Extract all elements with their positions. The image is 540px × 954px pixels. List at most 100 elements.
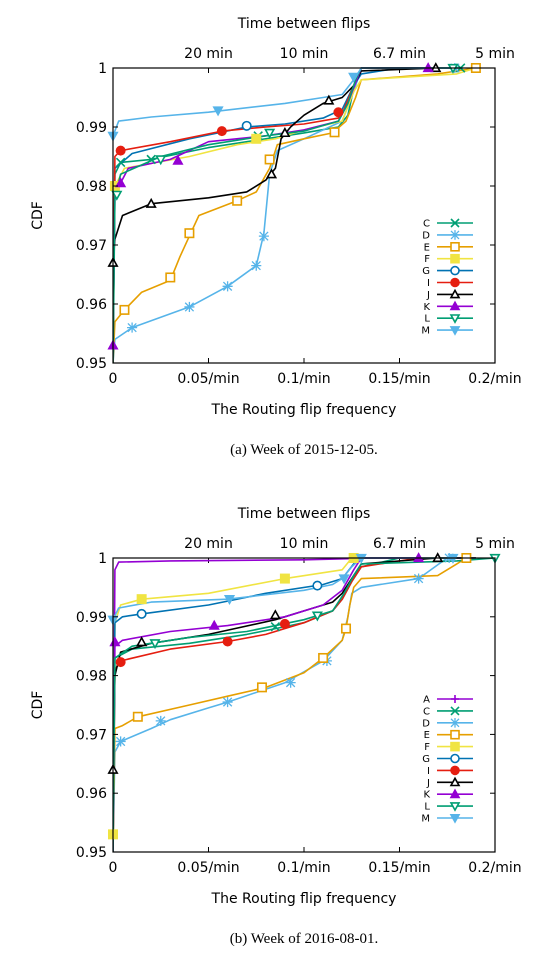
data-point-L <box>311 611 323 622</box>
x-tick-label: 0.15/min <box>368 860 430 876</box>
series-line-E <box>113 67 477 363</box>
data-point-M <box>338 574 350 585</box>
legend-marker <box>450 753 460 764</box>
data-point-E <box>232 195 243 206</box>
y-tick-label: 0.95 <box>76 356 107 372</box>
legend-label: M <box>421 326 430 337</box>
legend-marker <box>450 277 460 288</box>
legend-label: C <box>423 706 430 717</box>
series-line-J <box>113 557 476 770</box>
data-point-I <box>333 107 344 118</box>
legend-label: L <box>424 314 430 325</box>
y-tick-label: 0.98 <box>76 179 107 195</box>
top-axis-label: Time between flips <box>237 506 371 522</box>
data-point-E <box>264 154 275 165</box>
series-line-K <box>113 557 419 852</box>
data-point-M <box>223 595 236 606</box>
top-tick-label: 6.7 min <box>373 536 426 552</box>
data-point-D <box>285 677 296 688</box>
data-point-E <box>318 652 329 663</box>
data-point-C <box>270 622 281 632</box>
top-tick-label: 10 min <box>280 46 329 62</box>
legend-label: J <box>426 290 430 301</box>
top-tick-label: 5 min <box>475 46 515 62</box>
legend-label: E <box>424 730 430 741</box>
y-tick-label: 0.96 <box>76 786 107 802</box>
top-tick-label: 20 min <box>184 536 233 552</box>
series-line-C <box>113 67 463 363</box>
series-markers <box>107 552 501 840</box>
legend-label: G <box>422 266 430 277</box>
data-point-J <box>145 197 157 208</box>
data-point-I <box>115 657 126 668</box>
legend-label: L <box>424 802 430 813</box>
data-point-D <box>413 573 424 584</box>
series-line-K <box>113 67 429 346</box>
legend-label: D <box>422 230 430 241</box>
series-line-F <box>113 67 477 363</box>
data-point-I <box>279 618 290 629</box>
data-point-E <box>132 711 143 722</box>
data-point-G <box>136 608 147 619</box>
data-point-E <box>256 682 267 693</box>
x-tick-label: 0.2/min <box>468 860 521 876</box>
data-point-J <box>269 609 281 620</box>
data-point-J <box>265 168 278 179</box>
legend-marker <box>450 265 460 276</box>
legend-marker <box>449 288 461 299</box>
x-tick-label: 0.1/min <box>277 860 330 876</box>
data-point-E <box>165 272 176 283</box>
y-tick-label: 0.96 <box>76 297 107 313</box>
data-point-D <box>258 231 269 242</box>
data-point-D <box>155 715 166 726</box>
x-tick-label: 0 <box>109 371 118 387</box>
legend-label: F <box>424 742 430 753</box>
legend-marker <box>449 802 461 812</box>
y-tick-label: 0.99 <box>76 610 107 626</box>
legend-label: G <box>422 754 430 765</box>
legend-marker <box>450 253 460 264</box>
caption: (a) Week of 2015-12-05. <box>230 442 378 458</box>
legend-label: F <box>424 254 430 265</box>
data-point-L <box>149 639 161 650</box>
legend-label: K <box>423 790 430 801</box>
data-point-E <box>119 304 130 315</box>
series-lines <box>113 67 477 363</box>
data-point-F <box>279 573 290 584</box>
legend-marker <box>450 706 460 716</box>
legend-marker <box>450 741 460 752</box>
data-point-I <box>115 145 126 156</box>
x-tick-label: 0.05/min <box>177 371 239 387</box>
series-line-D <box>113 67 457 363</box>
legend-label: E <box>424 242 430 253</box>
top-axis-label: Time between flips <box>237 16 371 32</box>
top-tick-label: 20 min <box>184 46 233 62</box>
legend-label: A <box>423 695 430 706</box>
data-point-D <box>115 736 126 747</box>
data-point-K <box>172 154 184 165</box>
legend-marker <box>449 788 461 799</box>
data-point-M <box>348 72 360 83</box>
legend-marker <box>449 300 461 311</box>
x-tick-label: 0.1/min <box>277 371 330 387</box>
legend-marker <box>449 776 461 787</box>
y-tick-label: 0.95 <box>76 845 107 861</box>
data-point-K <box>208 619 220 630</box>
legend-label: C <box>423 219 430 230</box>
data-point-D <box>127 322 138 333</box>
legend-marker <box>450 242 460 252</box>
data-point-E <box>341 623 352 634</box>
y-tick-label: 0.98 <box>76 669 107 685</box>
data-point-E <box>184 228 195 239</box>
x-axis-label: The Routing flip frequency <box>211 891 397 907</box>
legend-marker <box>450 729 460 740</box>
y-axis-label: CDF <box>30 691 46 720</box>
data-point-K <box>109 636 121 647</box>
data-point-K <box>115 177 127 188</box>
legend-marker <box>450 218 460 228</box>
data-point-D <box>251 260 262 271</box>
data-point-M <box>212 106 224 117</box>
